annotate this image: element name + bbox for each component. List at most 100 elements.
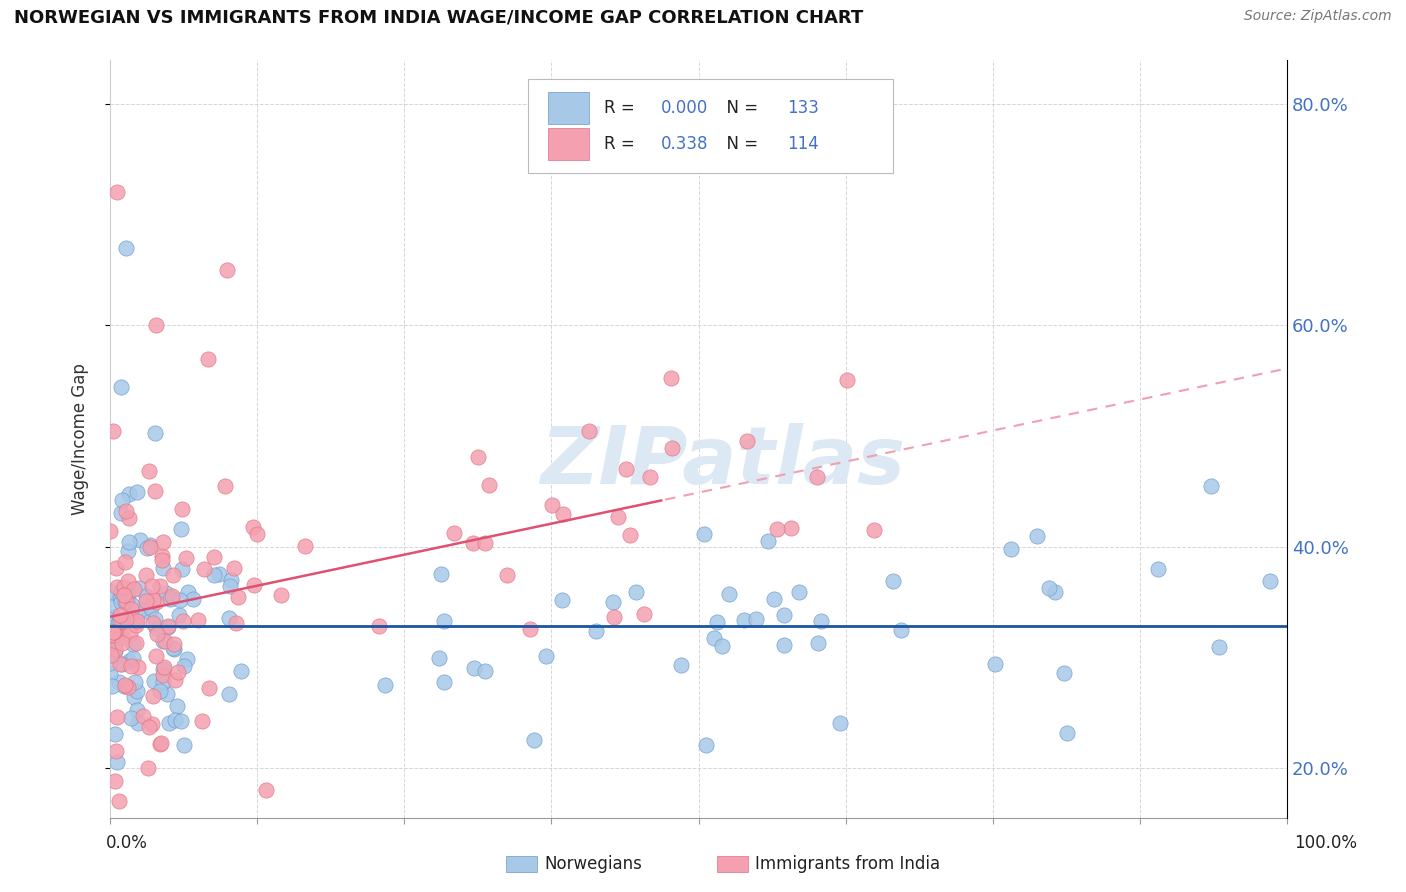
Norwegians: [162, 641, 184, 656]
Norwegians: [602, 595, 624, 609]
Norwegians: [156, 620, 179, 634]
Immigrants from India: [105, 744, 128, 758]
Norwegians: [763, 591, 786, 606]
Norwegians: [139, 601, 162, 615]
Norwegians: [115, 241, 138, 255]
Immigrants from India: [197, 351, 219, 366]
Immigrants from India: [619, 527, 641, 541]
Norwegians: [129, 603, 152, 617]
Norwegians: [122, 650, 145, 665]
Norwegians: [138, 605, 160, 619]
Immigrants from India: [254, 783, 277, 797]
Text: 114: 114: [787, 135, 818, 153]
Norwegians: [433, 615, 456, 629]
Norwegians: [139, 538, 162, 552]
Immigrants from India: [186, 613, 208, 627]
Immigrants from India: [108, 607, 131, 622]
Bar: [548, 92, 589, 124]
Immigrants from India: [104, 773, 127, 788]
Immigrants from India: [765, 522, 787, 536]
Norwegians: [551, 593, 574, 607]
Immigrants from India: [108, 657, 131, 672]
Text: Immigrants from India: Immigrants from India: [755, 855, 941, 873]
Norwegians: [1258, 574, 1281, 588]
Norwegians: [143, 425, 166, 440]
Immigrants from India: [149, 579, 172, 593]
Immigrants from India: [661, 442, 683, 456]
Immigrants from India: [111, 636, 134, 650]
Norwegians: [534, 648, 557, 663]
Norwegians: [145, 621, 167, 635]
Immigrants from India: [118, 511, 141, 525]
Norwegians: [128, 581, 150, 595]
Norwegians: [155, 586, 177, 600]
Immigrants from India: [114, 504, 136, 518]
Bar: [548, 128, 589, 160]
Immigrants from India: [214, 479, 236, 493]
Immigrants from India: [117, 681, 139, 695]
Norwegians: [152, 674, 174, 689]
Norwegians: [463, 661, 485, 675]
Immigrants from India: [270, 588, 292, 602]
Norwegians: [105, 755, 128, 769]
Norwegians: [118, 534, 141, 549]
Norwegians: [710, 639, 733, 653]
Immigrants from India: [193, 562, 215, 576]
Norwegians: [173, 738, 195, 752]
Immigrants from India: [111, 630, 134, 644]
Norwegians: [108, 590, 131, 604]
Immigrants from India: [114, 555, 136, 569]
Norwegians: [120, 711, 142, 725]
Text: R =: R =: [605, 99, 640, 117]
Immigrants from India: [614, 462, 637, 476]
Immigrants from India: [105, 561, 128, 575]
Immigrants from India: [142, 615, 165, 630]
Immigrants from India: [167, 665, 190, 679]
Immigrants from India: [163, 638, 186, 652]
Norwegians: [523, 733, 546, 747]
Norwegians: [104, 726, 127, 740]
Immigrants from India: [125, 636, 148, 650]
Norwegians: [218, 687, 240, 701]
Norwegians: [98, 656, 121, 670]
Immigrants from India: [640, 470, 662, 484]
Immigrants from India: [103, 628, 125, 642]
Immigrants from India: [124, 582, 146, 596]
Norwegians: [122, 637, 145, 651]
Immigrants from India: [242, 519, 264, 533]
Norwegians: [1199, 479, 1222, 493]
Immigrants from India: [578, 424, 600, 438]
Norwegians: [179, 838, 201, 853]
Norwegians: [101, 679, 124, 693]
Immigrants from India: [114, 678, 136, 692]
Immigrants from India: [863, 523, 886, 537]
Norwegians: [810, 615, 832, 629]
Immigrants from India: [461, 536, 484, 550]
Immigrants from India: [142, 689, 165, 703]
Norwegians: [374, 678, 396, 692]
Text: 0.338: 0.338: [661, 135, 709, 153]
Immigrants from India: [226, 590, 249, 604]
Immigrants from India: [143, 483, 166, 498]
Norwegians: [127, 684, 149, 698]
Norwegians: [103, 610, 125, 624]
Norwegians: [163, 713, 186, 727]
Immigrants from India: [112, 581, 135, 595]
Norwegians: [122, 690, 145, 704]
Norwegians: [433, 675, 456, 690]
Norwegians: [1038, 581, 1060, 595]
Norwegians: [125, 703, 148, 717]
Norwegians: [117, 586, 139, 600]
Norwegians: [156, 687, 179, 701]
Immigrants from India: [215, 263, 238, 277]
Immigrants from India: [153, 660, 176, 674]
Text: 133: 133: [787, 99, 818, 117]
Immigrants from India: [117, 574, 139, 588]
Immigrants from India: [474, 536, 496, 550]
Norwegians: [117, 587, 139, 601]
Norwegians: [104, 632, 127, 647]
Norwegians: [135, 589, 157, 603]
Norwegians: [110, 585, 132, 599]
Immigrants from India: [136, 761, 159, 775]
Text: NORWEGIAN VS IMMIGRANTS FROM INDIA WAGE/INCOME GAP CORRELATION CHART: NORWEGIAN VS IMMIGRANTS FROM INDIA WAGE/…: [14, 9, 863, 27]
